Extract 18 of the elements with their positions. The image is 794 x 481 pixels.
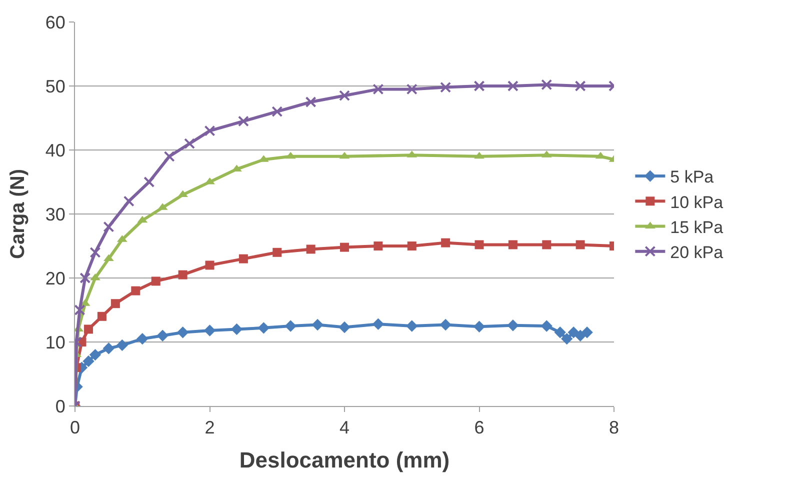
y-tick-label: 30 (45, 204, 66, 224)
x-tick-label: 6 (474, 418, 484, 438)
x-tick-label: 2 (204, 418, 215, 438)
legend-label: 5 kPa (670, 168, 714, 187)
x-tick-label: 4 (339, 418, 350, 438)
legend-label: 15 kPa (670, 218, 724, 237)
y-tick-label: 60 (45, 12, 66, 32)
y-axis-title: Carga (N) (6, 168, 29, 260)
legend-label: 10 kPa (670, 192, 724, 212)
y-tick-label: 0 (55, 396, 66, 416)
y-tick-label: 10 (45, 332, 66, 352)
x-tick-label: 8 (608, 418, 620, 438)
y-tick-label: 20 (45, 268, 66, 288)
y-tick-label: 50 (45, 76, 66, 96)
y-tick-label: 40 (45, 140, 66, 160)
legend-label: 20 kPa (670, 242, 724, 262)
x-tick-label: 0 (70, 418, 80, 438)
x-axis-title: Deslocamento (mm) (239, 448, 450, 472)
